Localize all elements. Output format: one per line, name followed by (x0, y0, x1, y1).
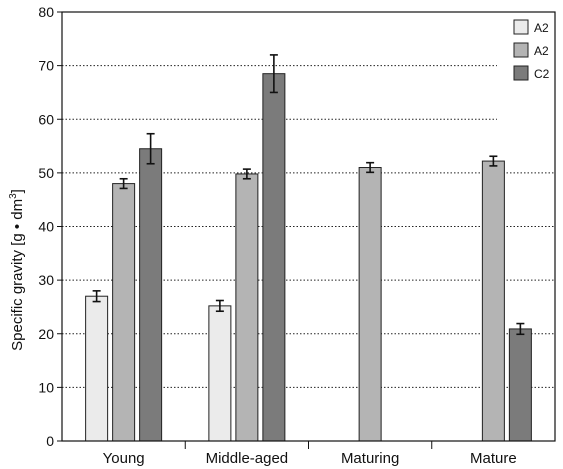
error-bar (366, 161, 375, 174)
x-category-label: Mature (470, 450, 517, 467)
y-tick-label: 30 (38, 272, 54, 288)
axis-labels: 0 10 20 30 40 50 60 70 80 Young Middle-aged Maturin… (38, 4, 516, 467)
y-axis-title: Specific gravity [g • dm3] (8, 189, 26, 351)
legend-swatch (513, 42, 529, 58)
legend-swatch (513, 65, 529, 81)
bars (85, 73, 532, 442)
y-tick-label: 50 (38, 165, 54, 181)
y-tick-label: 70 (38, 58, 54, 74)
error-bar (92, 290, 101, 303)
bar (508, 328, 532, 442)
bar (139, 148, 163, 442)
y-tick-label: 80 (38, 4, 54, 20)
bar (235, 173, 259, 442)
error-bar (215, 299, 224, 313)
error-bar (146, 132, 155, 165)
bar (85, 295, 109, 442)
bar (481, 160, 505, 442)
x-category-label: Young (103, 450, 145, 467)
legend-label: C2 (534, 67, 550, 81)
y-axis-title-close: ] (9, 189, 26, 193)
bar (208, 305, 232, 442)
y-axis-title-superscript: 3 (8, 193, 19, 199)
legend-swatch (513, 19, 529, 35)
y-axis-title-main: Specific gravity [g • dm (9, 199, 26, 351)
error-bar (242, 168, 251, 180)
x-category-label: Middle-aged (206, 450, 289, 467)
legend-label: A2 (534, 21, 549, 35)
legend-label: A2 (534, 44, 549, 58)
legend: A2 A2 C2 (513, 19, 550, 81)
error-bar (119, 177, 128, 190)
x-category-label: Maturing (341, 450, 399, 467)
y-tick-label: 0 (46, 433, 54, 449)
gridlines (62, 65, 555, 388)
y-tick-label: 60 (38, 111, 54, 127)
error-bars (92, 54, 525, 336)
y-tick-label: 20 (38, 326, 54, 342)
y-tick-label: 40 (38, 219, 54, 235)
error-bar (489, 155, 498, 167)
bar (262, 73, 286, 442)
error-bar (269, 54, 278, 94)
error-bar (516, 322, 525, 336)
bar (112, 183, 136, 442)
y-tick-label: 10 (38, 379, 54, 395)
axes (57, 11, 556, 449)
bar (358, 167, 382, 442)
